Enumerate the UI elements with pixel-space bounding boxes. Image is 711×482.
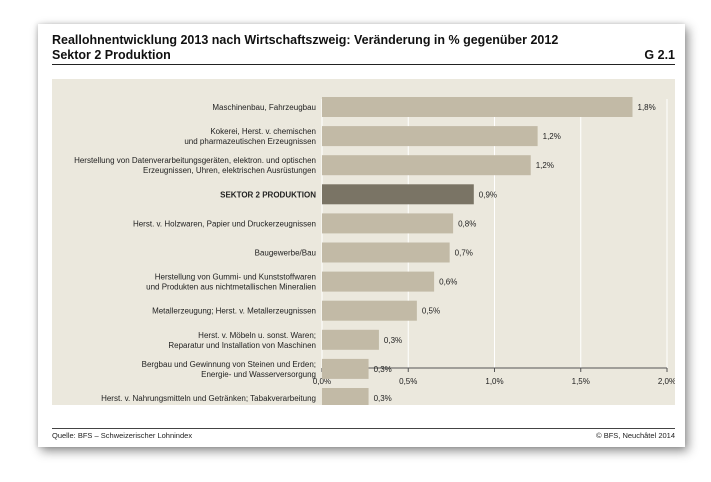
bar: [322, 358, 369, 379]
bar: [322, 184, 474, 205]
bar-value-label: 0,5%: [422, 307, 440, 316]
x-tick-label: 1,5%: [572, 377, 590, 386]
footer-rule: [52, 428, 675, 429]
chart-subtitle: Sektor 2 Produktion: [52, 48, 171, 62]
bar-value-label: 1,2%: [543, 132, 561, 141]
category-label: Baugewerbe/Bau: [255, 249, 316, 258]
bar: [322, 329, 379, 350]
bar: [322, 97, 633, 117]
source-note: Quelle: BFS – Schweizerischer Lohnindex: [52, 431, 193, 440]
bar-value-label: 0,6%: [439, 278, 457, 287]
header-rule: [52, 64, 675, 65]
bar: [322, 388, 369, 405]
bar-value-label: 0,7%: [455, 249, 473, 258]
bar-value-label: 1,2%: [536, 161, 554, 170]
bar: [322, 126, 538, 147]
category-label: Herst. v. Möbeln u. sonst. Waren; Reparat…: [168, 331, 316, 350]
copyright-note: © BFS, Neuchâtel 2014: [596, 431, 675, 440]
x-tick-label: 2,0%: [658, 377, 675, 386]
bar-value-label: 1,8%: [638, 103, 656, 112]
bar: [322, 242, 450, 263]
category-label: Kokerei, Herst. v. chemischen und pharmaz…: [184, 127, 316, 146]
bar: [322, 300, 417, 321]
category-label: Herstellung von Gummi- und Kunststoffwar…: [146, 273, 316, 292]
bar: [322, 271, 435, 292]
x-tick-label: 1,0%: [485, 377, 503, 386]
x-tick-label: 0,0%: [313, 377, 331, 386]
category-label: Maschinenbau, Fahrzeugbau: [212, 103, 316, 112]
bar-chart: 0,0% 0,5% 1,0% 1,5% 2,0% 1,8% Maschinenbau, Fa…: [74, 97, 675, 405]
bar-value-label: 0,3%: [384, 336, 402, 345]
bar-value-label: 0,8%: [458, 219, 476, 228]
x-tick-label: 0,5%: [399, 377, 417, 386]
bar-value-label: 0,9%: [479, 190, 497, 199]
plot-area: 0,0% 0,5% 1,0% 1,5% 2,0% 1,8% Maschinenbau, Fa…: [52, 79, 675, 405]
chart-title: Reallohnentwicklung 2013 nach Wirtschaft…: [52, 33, 559, 47]
category-label: Herst. v. Nahrungsmitteln und Getränken;…: [101, 394, 316, 403]
bar: [322, 155, 531, 176]
category-label: Bergbau und Gewinnung von Steinen und Er…: [142, 360, 316, 379]
bar-value-label: 0,3%: [374, 365, 392, 374]
bar-value-label: 0,3%: [374, 394, 392, 403]
category-label: Herst. v. Holzwaren, Papier und Druckerz…: [133, 219, 316, 228]
chart-code: G 2.1: [644, 48, 675, 62]
category-label: SEKTOR 2 PRODUKTION: [220, 190, 316, 199]
category-label: Herstellung von Datenverarbeitungsgeräte…: [74, 156, 316, 175]
chart-card: Reallohnentwicklung 2013 nach Wirtschaft…: [38, 24, 685, 447]
bar: [322, 213, 454, 234]
category-label: Metallerzeugung; Herst. v. Metallerzeugn…: [152, 307, 316, 316]
